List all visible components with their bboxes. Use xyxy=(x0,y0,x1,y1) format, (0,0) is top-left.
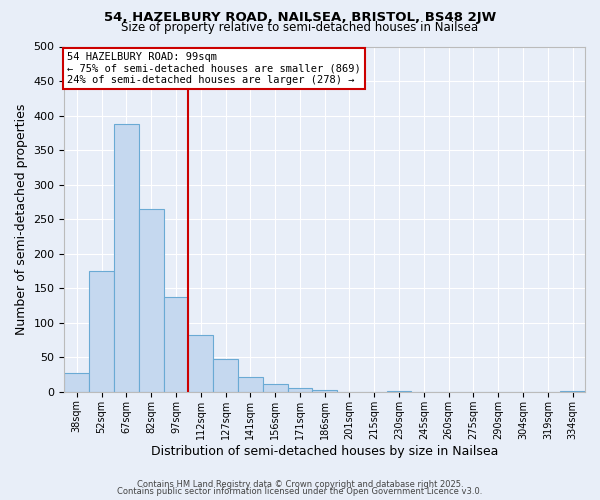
Text: Size of property relative to semi-detached houses in Nailsea: Size of property relative to semi-detach… xyxy=(121,21,479,34)
Bar xyxy=(139,209,164,392)
Bar xyxy=(213,358,238,392)
Bar xyxy=(114,124,139,392)
Text: Contains public sector information licensed under the Open Government Licence v3: Contains public sector information licen… xyxy=(118,487,482,496)
Bar xyxy=(560,391,585,392)
Text: 54 HAZELBURY ROAD: 99sqm
← 75% of semi-detached houses are smaller (869)
24% of : 54 HAZELBURY ROAD: 99sqm ← 75% of semi-d… xyxy=(67,52,361,85)
Bar xyxy=(64,373,89,392)
Bar xyxy=(164,297,188,392)
Text: 54, HAZELBURY ROAD, NAILSEA, BRISTOL, BS48 2JW: 54, HAZELBURY ROAD, NAILSEA, BRISTOL, BS… xyxy=(104,11,496,24)
Bar xyxy=(386,391,412,392)
Y-axis label: Number of semi-detached properties: Number of semi-detached properties xyxy=(15,104,28,335)
Bar xyxy=(263,384,287,392)
Bar xyxy=(313,390,337,392)
Text: Contains HM Land Registry data © Crown copyright and database right 2025.: Contains HM Land Registry data © Crown c… xyxy=(137,480,463,489)
X-axis label: Distribution of semi-detached houses by size in Nailsea: Distribution of semi-detached houses by … xyxy=(151,444,499,458)
Bar xyxy=(287,388,313,392)
Bar xyxy=(188,335,213,392)
Bar xyxy=(89,271,114,392)
Bar xyxy=(238,378,263,392)
